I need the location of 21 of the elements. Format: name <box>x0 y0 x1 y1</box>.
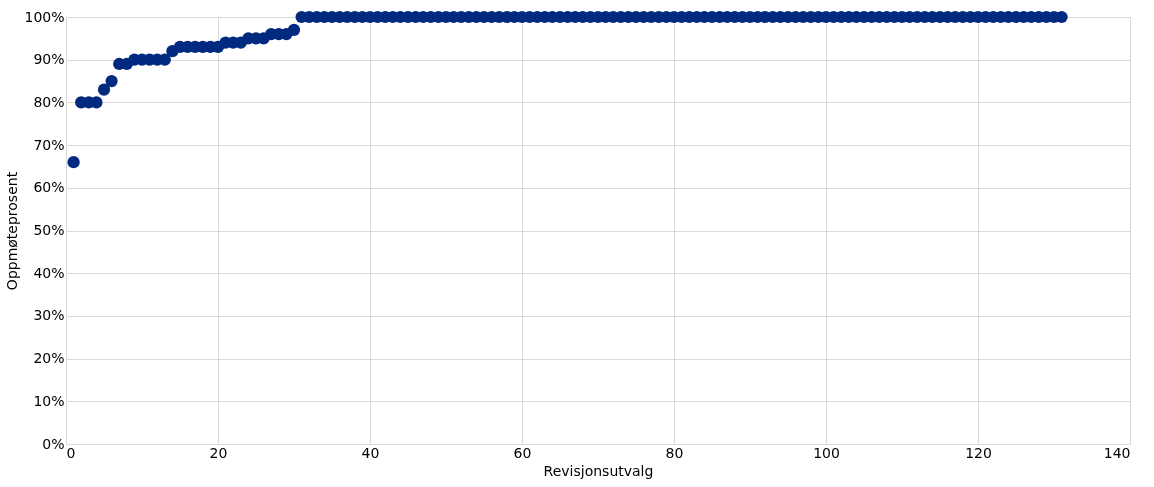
y-tick-label: 70% <box>33 136 65 153</box>
y-tick-label: 100% <box>24 8 65 25</box>
x-tick-label: 20 <box>209 444 228 461</box>
x-tick-label: 100 <box>813 444 840 461</box>
y-tick-label: 20% <box>33 350 65 367</box>
x-tick-label: 0 <box>66 444 76 461</box>
y-tick-label: 40% <box>33 264 65 281</box>
y-tick-label: 50% <box>33 222 65 238</box>
y-tick-label: 90% <box>33 51 65 68</box>
x-tick-label: 120 <box>965 444 992 461</box>
x-tick-label: 80 <box>665 444 684 461</box>
x-axis-title: Revisjonsutvalg <box>543 462 654 479</box>
x-tick-label: 60 <box>513 444 532 461</box>
y-tick-label: 80% <box>33 93 65 110</box>
x-tick-label: 140 <box>1103 444 1131 461</box>
y-axis-title: Oppmøteprosent <box>4 171 21 291</box>
y-tick-label: 60% <box>33 179 65 196</box>
y-tick-label: 0% <box>42 435 65 452</box>
y-tick-label: 10% <box>33 392 65 409</box>
y-tick-label: 30% <box>33 307 65 324</box>
x-tick-label: 40 <box>361 444 380 461</box>
